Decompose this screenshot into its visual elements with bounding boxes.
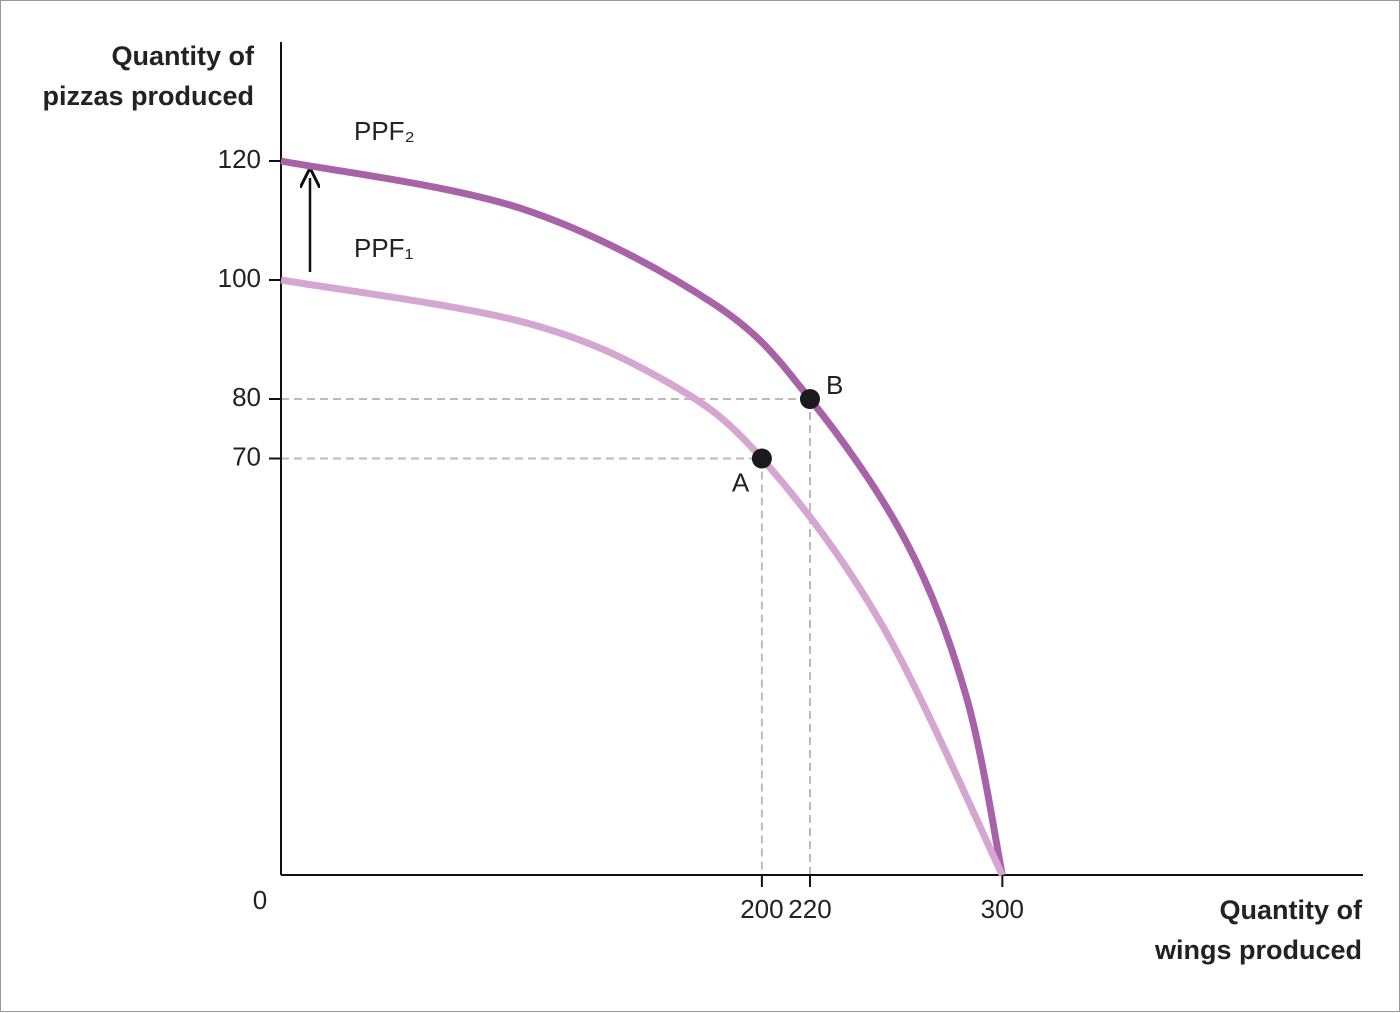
legend-label: PPF₁: [354, 233, 414, 263]
point: [751, 448, 772, 469]
y-tick-label: 100: [218, 263, 261, 293]
y-tick-label: 80: [232, 382, 261, 412]
legend-label: PPF₂: [354, 116, 415, 146]
x-tick-label: 220: [788, 894, 831, 924]
x-axis-label: wings produced: [1154, 935, 1362, 965]
x-tick-label: 300: [981, 894, 1024, 924]
y-axis-label: Quantity of: [112, 41, 255, 71]
y-axis-label: pizzas produced: [42, 81, 254, 111]
point: [799, 389, 820, 409]
origin-label: 0: [253, 885, 267, 915]
point-label: A: [732, 467, 750, 497]
ppf-curve: [280, 276, 1006, 877]
y-tick-label: 70: [232, 441, 261, 471]
x-tick-label: 200: [740, 894, 783, 924]
x-axis-label: Quantity of: [1220, 895, 1363, 925]
y-tick-label: 120: [218, 144, 261, 174]
point-label: B: [826, 370, 843, 400]
